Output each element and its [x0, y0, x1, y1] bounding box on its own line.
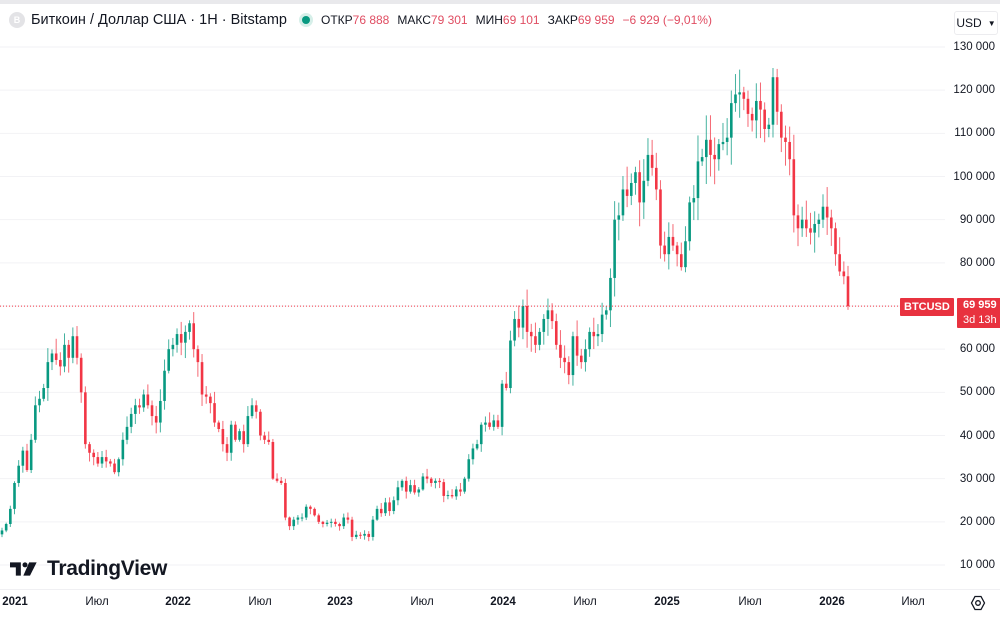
symbol-title[interactable]: Биткоин / Доллар США · 1Н · Bitstamp	[31, 12, 287, 28]
price-axis-label: 40 000	[959, 429, 995, 442]
settings-icon[interactable]	[970, 595, 986, 611]
ohlc-high: МАКС79 301	[397, 13, 468, 27]
time-axis-label: 2026	[819, 596, 845, 608]
price-axis-label: 110 000	[954, 127, 995, 140]
currency-select[interactable]: USD ▼	[954, 11, 998, 35]
time-axis-label: Июл	[573, 596, 597, 608]
price-axis-label: 130 000	[953, 41, 995, 53]
ohlc-open: ОТКР76 888	[320, 13, 390, 27]
chart-header: B Биткоин / Доллар США · 1Н · Bitstamp О…	[0, 0, 1000, 36]
chevron-down-icon: ▼	[987, 18, 996, 28]
symbol-tag: BTCUSD	[900, 298, 954, 316]
candlestick-chart[interactable]	[0, 36, 1000, 589]
time-axis-label: Июл	[85, 596, 109, 608]
time-axis-label: 2024	[490, 596, 516, 608]
time-axis-label: Июл	[901, 596, 925, 608]
time-axis-label: 2023	[327, 596, 353, 608]
time-axis-label: 2022	[165, 596, 191, 608]
tradingview-logo[interactable]: TradingView	[10, 557, 167, 581]
bar-countdown: 3d 13h	[963, 314, 997, 326]
price-axis-label: 10 000	[959, 559, 995, 571]
price-axis-label: 90 000	[959, 213, 995, 226]
price-axis-label: 60 000	[959, 343, 995, 356]
price-value-tag: 69 959 3d 13h	[956, 298, 1000, 328]
price-change: −6 929 (−9,01%)	[622, 13, 712, 27]
price-axis-label: 100 000	[953, 170, 995, 183]
time-axis-label: 2025	[654, 596, 680, 608]
last-price-tag: BTCUSD 69 959 3d 13h	[900, 298, 1000, 328]
ohlc-low: МИН69 101	[475, 13, 540, 27]
time-axis-label: 2021	[2, 596, 28, 608]
currency-value: USD	[956, 16, 982, 30]
tradingview-logo-icon	[10, 562, 37, 576]
ohlc-values: ОТКР76 888 МАКС79 301 МИН69 101 ЗАКР69 9…	[321, 13, 712, 27]
price-axis-label: 20 000	[959, 515, 995, 528]
time-axis-label: Июл	[410, 596, 434, 608]
time-axis-label: Июл	[248, 596, 272, 608]
time-axis[interactable]: 2021 Июл 2022 Июл 2023 Июл 2024 Июл 2025 Июл 2026 И…	[0, 589, 1000, 617]
time-axis-label: Июл	[738, 596, 762, 608]
price-axis-label: 120 000	[953, 84, 995, 97]
market-status-icon[interactable]	[298, 13, 313, 27]
price-axis-label: 80 000	[959, 256, 995, 269]
ohlc-close: ЗАКР69 959	[547, 13, 615, 27]
price-axis-label: 30 000	[959, 472, 995, 485]
bitcoin-icon: B	[9, 12, 25, 28]
last-price: 69 959	[963, 299, 997, 311]
price-axis-label: 50 000	[959, 386, 995, 399]
